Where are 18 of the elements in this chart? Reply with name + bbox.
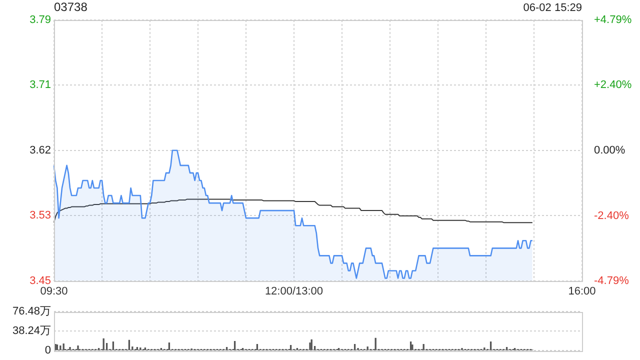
y-tick-label: 3.45 [30,274,51,287]
y-tick-label: 76.48万 [12,306,51,318]
y2-tick-label: +2.40% [594,79,632,92]
x-tick-label: 16:00 [568,285,596,298]
chart-title: 03738 [54,0,88,14]
text: 06-02 15:29 [523,1,582,15]
y-tick-label: 38.24万 [12,325,51,338]
y2-tick-label: +4.79% [594,14,632,26]
y-tick-label: 3.62 [30,144,51,156]
y2-tick-label: -4.79% [594,274,630,287]
y-tick-label: 3.79 [30,14,51,26]
y-tick-label: 0 [44,344,51,356]
y2-tick-label: 0.00% [594,144,626,156]
y2-tick-label: -2.40% [594,210,630,222]
x-tick-label: 09:30 [40,285,68,298]
y-tick-label: 3.53 [30,210,51,222]
x-tick-label: 12:00/13:00 [264,285,324,298]
y-tick-label: 3.71 [30,79,51,92]
